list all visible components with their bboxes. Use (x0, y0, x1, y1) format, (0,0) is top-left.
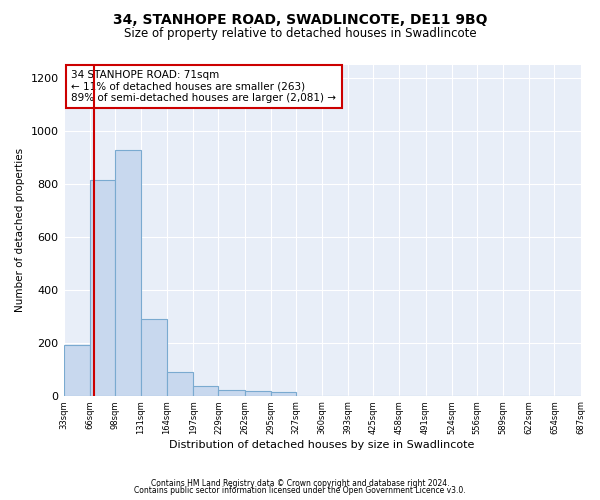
Text: 34, STANHOPE ROAD, SWADLINCOTE, DE11 9BQ: 34, STANHOPE ROAD, SWADLINCOTE, DE11 9BQ (113, 12, 487, 26)
Bar (193, 386, 218, 396)
Bar (89, 180, 115, 396)
Bar (141, 319, 167, 396)
X-axis label: Distribution of detached houses by size in Swadlincote: Distribution of detached houses by size … (169, 440, 475, 450)
Text: Size of property relative to detached houses in Swadlincote: Size of property relative to detached ho… (124, 28, 476, 40)
Bar (167, 372, 193, 396)
Bar (64, 346, 89, 396)
Bar (115, 150, 141, 396)
Bar (218, 390, 245, 396)
Bar (271, 392, 296, 396)
Text: Contains public sector information licensed under the Open Government Licence v3: Contains public sector information licen… (134, 486, 466, 495)
Text: Contains HM Land Registry data © Crown copyright and database right 2024.: Contains HM Land Registry data © Crown c… (151, 478, 449, 488)
Y-axis label: Number of detached properties: Number of detached properties (15, 148, 25, 312)
Bar (245, 391, 271, 396)
Text: 34 STANHOPE ROAD: 71sqm
← 11% of detached houses are smaller (263)
89% of semi-d: 34 STANHOPE ROAD: 71sqm ← 11% of detache… (71, 70, 336, 103)
